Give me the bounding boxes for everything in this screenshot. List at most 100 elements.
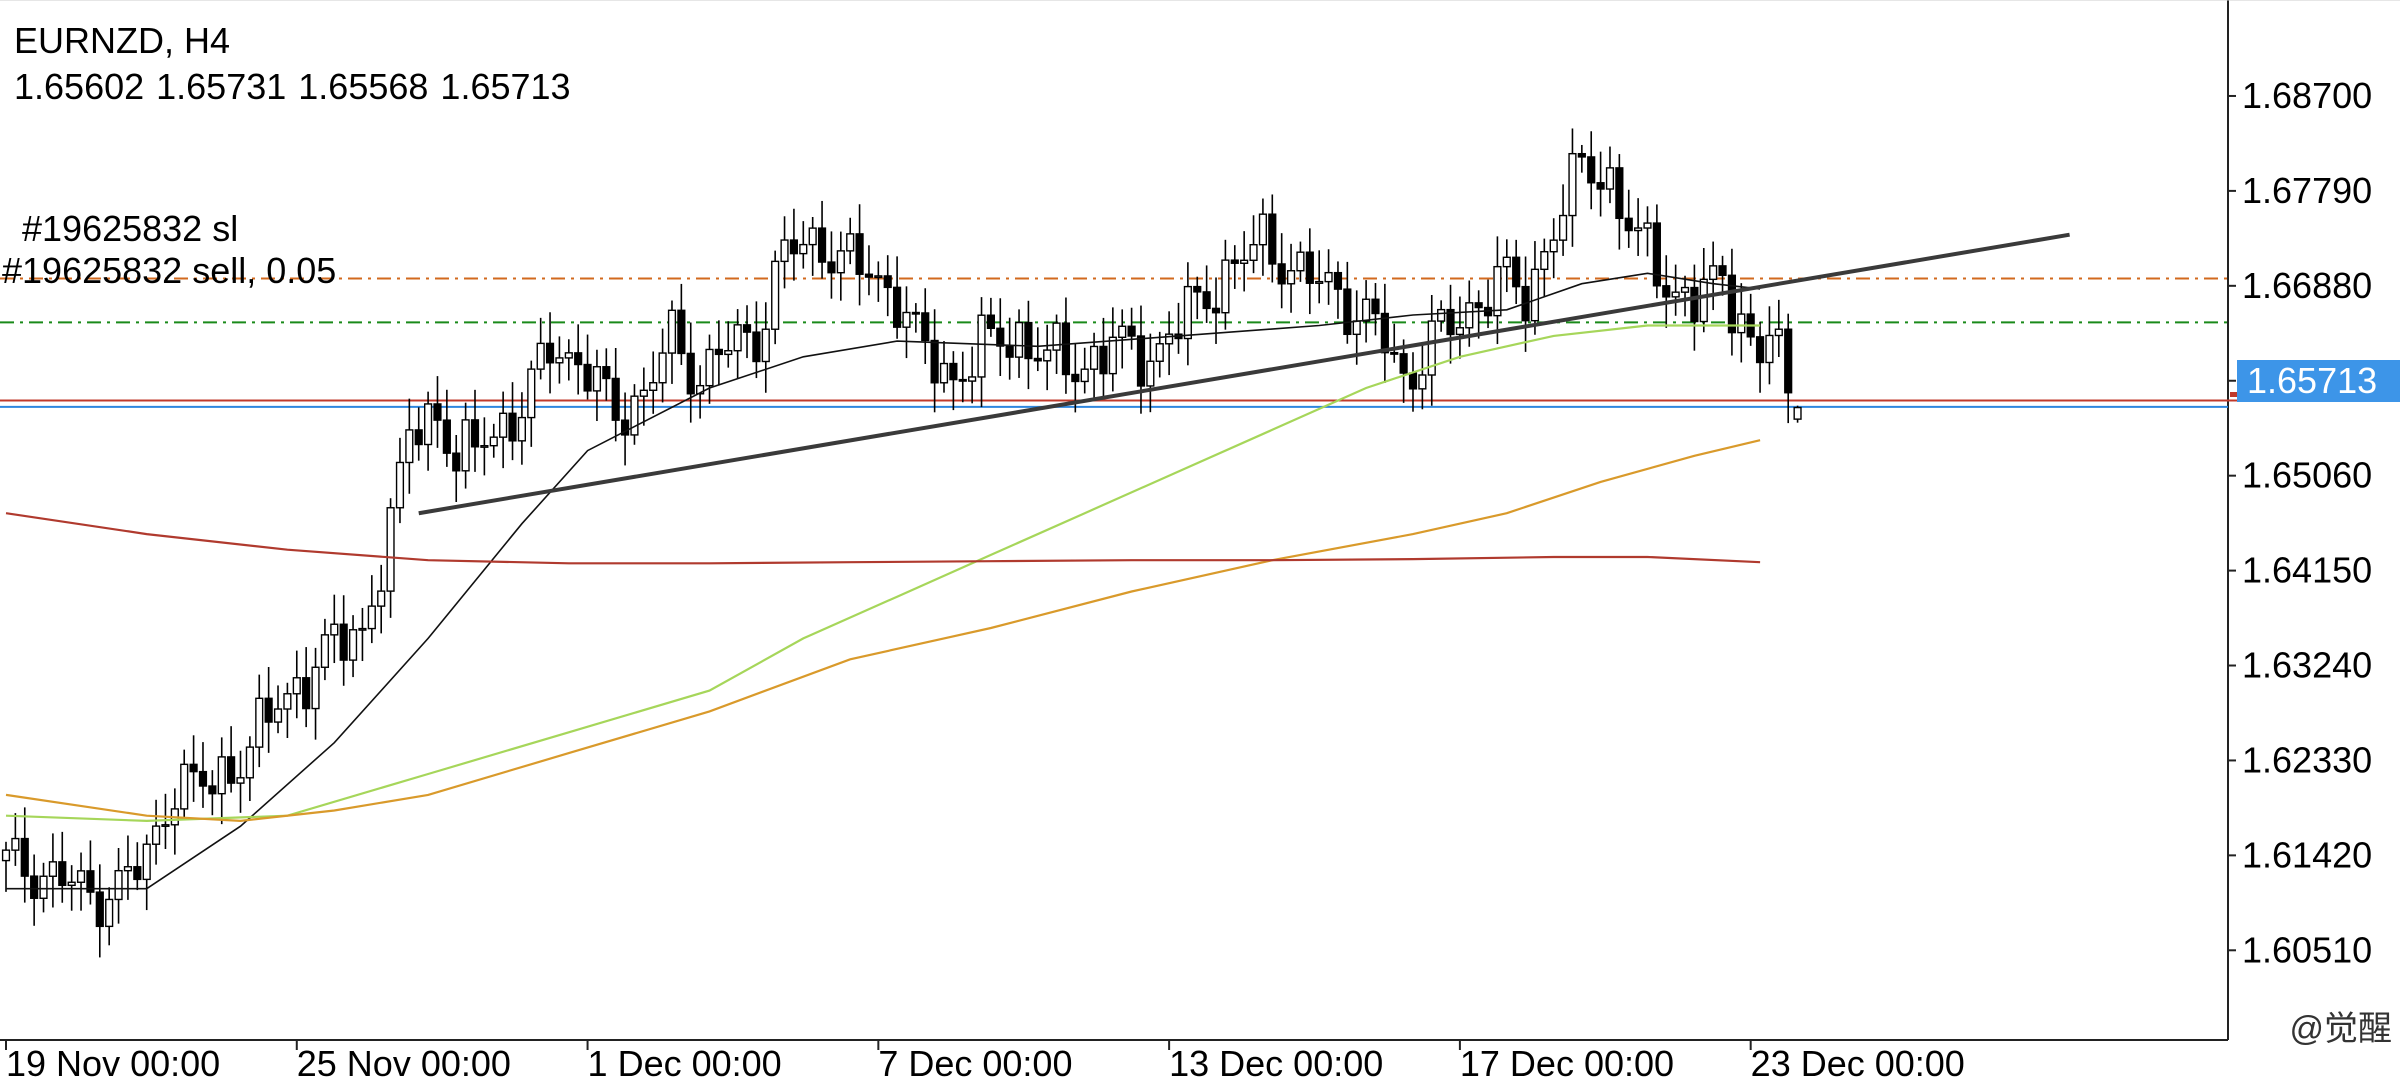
candle-body xyxy=(1671,291,1680,298)
candle-body xyxy=(1108,336,1117,375)
candle-body xyxy=(414,429,423,446)
candle-body xyxy=(1549,239,1558,253)
candle-body xyxy=(348,629,358,661)
price-tick-label: 1.64150 xyxy=(2242,550,2372,591)
time-tick-label: 7 Dec 00:00 xyxy=(878,1043,1072,1080)
candle-body xyxy=(1634,227,1643,232)
candle-body xyxy=(1558,214,1568,241)
candle-body xyxy=(639,389,648,397)
stop-loss-order-label[interactable]: #19625832 sl xyxy=(22,208,239,249)
ohlc-open: 1.65602 xyxy=(14,66,145,107)
candle-body xyxy=(1165,333,1174,345)
candle-body xyxy=(1146,360,1155,387)
candle-body xyxy=(977,314,986,378)
candle-body xyxy=(245,746,254,779)
current-price-tag: 1.65713 xyxy=(2237,360,2400,402)
candle-body xyxy=(1680,286,1690,293)
candle-body xyxy=(1033,357,1042,362)
candle-body xyxy=(921,312,930,342)
candle-body xyxy=(1118,325,1127,338)
candle-body xyxy=(527,368,536,419)
candle-body xyxy=(564,352,573,359)
candle-body xyxy=(592,366,602,392)
candle-body xyxy=(602,366,611,380)
candle-body xyxy=(1352,320,1361,336)
candle-body xyxy=(1183,285,1192,340)
candle-body xyxy=(1774,328,1783,337)
candle-body xyxy=(1408,372,1418,390)
candle-body xyxy=(789,239,799,255)
candle-body xyxy=(1043,349,1052,362)
price-tick-label: 1.60510 xyxy=(2242,929,2372,970)
candle-body xyxy=(939,362,949,384)
candle-body xyxy=(1624,217,1633,232)
candle-body xyxy=(1662,285,1671,298)
candle-body xyxy=(1136,335,1146,387)
candle-body xyxy=(817,227,827,263)
candle-body xyxy=(76,870,86,883)
candle-body xyxy=(1652,222,1661,287)
price-tick-label: 1.63240 xyxy=(2242,645,2372,686)
price-tick-label: 1.66880 xyxy=(2242,265,2372,306)
candle-body xyxy=(1099,345,1108,375)
candle-body xyxy=(114,869,123,901)
candle-body xyxy=(545,342,555,364)
candle-body xyxy=(893,286,902,328)
candle-body xyxy=(836,250,845,274)
candle-body xyxy=(499,412,508,438)
time-tick-label: 17 Dec 00:00 xyxy=(1460,1043,1674,1080)
candle-body xyxy=(536,342,545,370)
candle-body xyxy=(1071,373,1080,383)
candle-body xyxy=(1718,265,1727,276)
moving-average-line xyxy=(6,272,1761,890)
candle-body xyxy=(67,881,76,887)
time-tick-label: 1 Dec 00:00 xyxy=(588,1043,782,1080)
candle-body xyxy=(1727,274,1737,334)
candle-body xyxy=(189,763,198,773)
candle-body xyxy=(996,327,1005,347)
sell-order-label[interactable]: #19625832 sell, 0.05 xyxy=(2,250,337,291)
candle-body xyxy=(39,875,48,899)
price-tick-label: 1.68700 xyxy=(2242,75,2372,116)
candle-body xyxy=(611,377,620,421)
candle-body xyxy=(1793,406,1802,420)
time-tick-label: 13 Dec 00:00 xyxy=(1169,1043,1383,1080)
candle-body xyxy=(846,233,855,252)
candle-body xyxy=(1474,302,1483,309)
candle-body xyxy=(1230,259,1239,264)
candle-body xyxy=(461,419,470,472)
candle-body xyxy=(1268,213,1277,265)
candle-body xyxy=(1240,259,1249,264)
candle-body xyxy=(1080,368,1089,383)
candle-body xyxy=(1784,328,1793,394)
candle-body xyxy=(283,693,292,710)
candle-body xyxy=(1052,322,1061,351)
ohlc-high: 1.65731 xyxy=(156,66,287,107)
candle-body xyxy=(161,824,170,827)
candle-body xyxy=(480,445,489,448)
candle-body xyxy=(902,311,911,328)
candle-body xyxy=(1418,374,1427,390)
candle-body xyxy=(1371,298,1380,315)
moving-average-line xyxy=(5,512,1761,565)
symbol-timeframe-title: EURNZD, H4 xyxy=(14,20,231,61)
candle-body xyxy=(574,352,583,366)
candle-body xyxy=(1737,313,1746,334)
candle-body xyxy=(761,328,770,363)
candle-body xyxy=(1540,251,1549,271)
time-tick-label: 23 Dec 00:00 xyxy=(1751,1043,1965,1080)
price-tick-label: 1.65060 xyxy=(2242,455,2372,496)
candle-body xyxy=(1530,268,1540,322)
candle-body xyxy=(86,870,95,893)
candle-body xyxy=(1765,334,1774,364)
candle-body xyxy=(1643,222,1652,229)
watermark: @觉醒 xyxy=(2289,1010,2392,1048)
candle-body xyxy=(1005,345,1014,358)
candle-body xyxy=(105,898,114,928)
candle-body xyxy=(1,849,11,862)
candle-body xyxy=(395,461,405,509)
candle-body xyxy=(95,891,104,928)
candle-body xyxy=(1324,271,1333,283)
candle-body xyxy=(1709,265,1718,281)
